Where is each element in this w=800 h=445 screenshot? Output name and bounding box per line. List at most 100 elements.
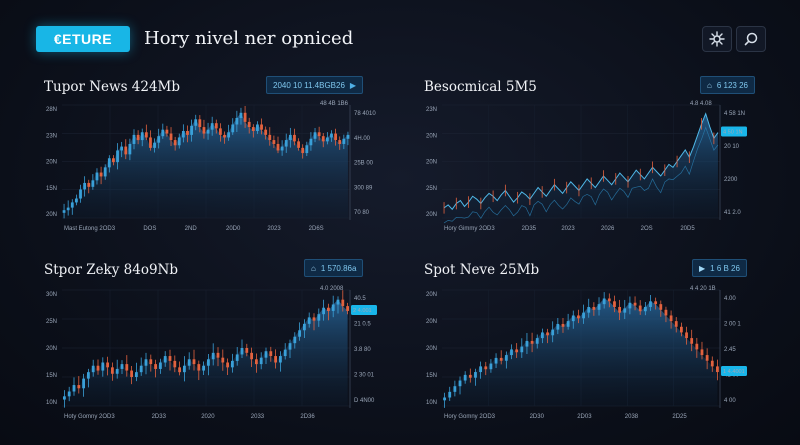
candle <box>165 129 169 134</box>
ticker-sub-label: 4.8 4.08 <box>690 101 712 107</box>
candle <box>643 306 647 312</box>
panel-title: Tupor News 424Mb <box>44 79 181 95</box>
x-tick-label: Hory Gomny 2OD3 <box>444 414 496 420</box>
candle <box>515 349 519 353</box>
candle <box>695 343 699 350</box>
candle <box>95 172 99 181</box>
candle <box>499 357 503 361</box>
y-tick-label-right: 4 00 <box>724 398 736 404</box>
candle <box>474 372 477 378</box>
x-tick-label: 2D03 <box>577 414 592 420</box>
candle <box>124 146 128 155</box>
candle <box>269 351 273 357</box>
candle <box>62 210 66 213</box>
candle <box>556 323 560 330</box>
candle <box>334 133 337 141</box>
candle <box>664 309 668 316</box>
chart-3[interactable]: 30N 25N 20N 15N 10N 40.5 21 0.5 3.8 80 2 30 01 D … <box>44 284 394 422</box>
y-tick-label-left: 20N <box>46 160 57 166</box>
y-tick-label-right: 4.00 <box>724 296 736 302</box>
candle <box>587 306 591 313</box>
candle <box>607 298 611 302</box>
candle <box>280 146 284 151</box>
chart-2[interactable]: 23N 20N 20N 25N 20N 4 58 1N 20 10 2200 41 2.0 Hor… <box>424 99 764 234</box>
candle <box>659 304 663 310</box>
y-tick-label-right: 4H.00 <box>354 136 371 142</box>
settings-button[interactable] <box>702 26 732 52</box>
candle <box>338 140 342 144</box>
candle <box>674 321 678 327</box>
candle <box>710 360 714 367</box>
candle <box>309 138 313 146</box>
candle <box>716 366 719 373</box>
x-tick-label: 2023 <box>561 226 575 232</box>
candle <box>443 397 446 401</box>
price-badge <box>721 366 747 377</box>
candle <box>83 182 87 190</box>
candle <box>239 112 243 118</box>
candle <box>313 132 317 139</box>
candle <box>301 147 305 154</box>
candle <box>63 396 66 400</box>
ticker-badge[interactable]: ⌂ 1 570.86a <box>304 259 364 277</box>
chart-1[interactable]: 28N 23N 20N 15N 20N 78 4010 4H.00 25B 00 300 89 7… <box>44 99 394 234</box>
candle <box>336 299 340 305</box>
candle <box>279 356 282 363</box>
app-logo[interactable]: € ETURE <box>36 26 130 52</box>
candle <box>458 380 462 387</box>
x-tick-label: 2D30 <box>530 414 545 420</box>
candle <box>325 137 329 142</box>
candle <box>321 136 325 142</box>
search-button[interactable] <box>736 26 766 52</box>
candle <box>331 304 335 311</box>
candle <box>136 134 140 141</box>
y-tick-label-left: 28N <box>46 107 57 113</box>
candle <box>602 298 606 305</box>
x-tick-label: 2D6S <box>309 226 324 232</box>
candle <box>177 137 181 146</box>
y-tick-label-right: 25B 00 <box>354 161 374 167</box>
x-tick-label: 2D25 <box>672 414 687 420</box>
candle <box>149 137 152 148</box>
x-tick-label: 20D0 <box>226 226 241 232</box>
y-tick-label-right: 4 58 1N <box>724 111 745 117</box>
y-tick-label-left: 30N <box>46 292 57 298</box>
candle <box>551 329 555 336</box>
area-fill <box>64 299 348 406</box>
candle <box>106 362 109 368</box>
ticker-badge[interactable]: 2040 10 11.4BGB26 ▶ <box>266 76 364 94</box>
candle <box>149 359 153 365</box>
ticker-value: 1 570.86a <box>320 263 357 273</box>
y-tick-label-left: 25N <box>426 186 437 192</box>
candle <box>341 299 345 307</box>
candle <box>288 134 292 141</box>
candle <box>87 182 91 187</box>
candle <box>592 306 596 310</box>
y-tick-label-left: 10N <box>426 400 437 406</box>
x-tick-label: 2033 <box>251 414 265 420</box>
y-tick-label-right: 2 00 1 <box>724 322 741 328</box>
ticker-badge[interactable]: ▶ 1 6 B 26 <box>692 259 747 277</box>
candle <box>307 317 311 324</box>
candle <box>163 356 167 363</box>
y-tick-label-right: 300 89 <box>354 185 373 191</box>
candle <box>566 321 570 327</box>
x-tick-label: Mast Eutong 2OD3 <box>64 226 116 232</box>
candle <box>161 129 165 137</box>
y-tick-label-left: 15N <box>46 373 57 379</box>
candle <box>112 158 115 163</box>
candle <box>274 356 277 363</box>
candle <box>211 352 215 360</box>
y-tick-label-right: 21 0.5 <box>354 322 371 328</box>
y-tick-label-left: 20N <box>46 212 57 218</box>
ticker-badge[interactable]: ⌂ 6 123 26 <box>700 76 755 94</box>
x-tick-label: 2OS <box>641 226 653 232</box>
candle <box>259 357 263 365</box>
y-tick-label-right: 2 30 01 <box>354 373 375 379</box>
candle <box>260 124 263 130</box>
home-icon: ⌂ <box>707 80 712 90</box>
candle <box>582 312 585 319</box>
candle <box>87 372 90 379</box>
candle <box>214 123 218 129</box>
